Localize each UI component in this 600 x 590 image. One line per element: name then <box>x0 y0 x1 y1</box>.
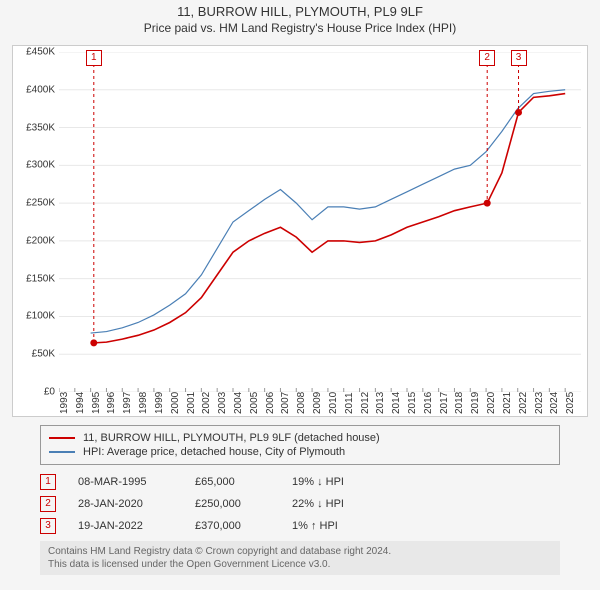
y-tick-label: £300K <box>26 160 55 171</box>
x-tick-label: 2025 <box>565 392 591 414</box>
footer-attribution: Contains HM Land Registry data © Crown c… <box>40 541 560 575</box>
event-vs-hpi: 22% ↓ HPI <box>292 498 382 510</box>
series-hpi <box>91 90 566 333</box>
chart-area: £0 £50K £100K £150K £200K £250K £300K £350K £400… <box>12 45 588 417</box>
chart-container: 11, BURROW HILL, PLYMOUTH, PL9 9LF Price… <box>0 0 600 590</box>
y-axis: £0£50K£100K£150K£200K£250K£300K£350K£400… <box>13 52 59 392</box>
y-tick-label: £450K <box>26 47 55 58</box>
y-tick-label: £0 <box>44 387 55 398</box>
event-date: 19-JAN-2022 <box>78 520 173 532</box>
chart-title: 11, BURROW HILL, PLYMOUTH, PL9 9LF <box>0 0 600 19</box>
event-row: 1 08-MAR-1995 £65,000 19% ↓ HPI <box>40 471 560 493</box>
event-table: 1 08-MAR-1995 £65,000 19% ↓ HPI 2 28-JAN-2020… <box>40 471 560 537</box>
legend: 11, BURROW HILL, PLYMOUTH, PL9 9LF (deta… <box>40 425 560 465</box>
series-price_paid <box>94 94 565 343</box>
y-tick-label: £400K <box>26 84 55 95</box>
event-index: 2 <box>40 496 56 512</box>
y-tick-label: £100K <box>26 311 55 322</box>
footer-line: Contains HM Land Registry data © Crown c… <box>48 545 552 558</box>
footer-line: This data is licensed under the Open Gov… <box>48 558 552 571</box>
event-date: 28-JAN-2020 <box>78 498 173 510</box>
legend-item-price-paid: 11, BURROW HILL, PLYMOUTH, PL9 9LF (deta… <box>49 431 551 445</box>
event-row: 2 28-JAN-2020 £250,000 22% ↓ HPI <box>40 493 560 515</box>
event-index: 1 <box>40 474 56 490</box>
event-marker-2: 2 <box>479 50 495 66</box>
event-marker-1: 1 <box>86 50 102 66</box>
event-date: 08-MAR-1995 <box>78 476 173 488</box>
y-tick-label: £50K <box>32 349 55 360</box>
event-vs-hpi: 1% ↑ HPI <box>292 520 382 532</box>
legend-label: HPI: Average price, detached house, City… <box>83 446 345 458</box>
event-price: £370,000 <box>195 520 270 532</box>
legend-swatch <box>49 437 75 439</box>
chart-subtitle: Price paid vs. HM Land Registry's House … <box>0 19 600 35</box>
plot-region: 1 23 <box>59 52 581 392</box>
x-axis: 1993199419951996199719981999200020012002… <box>59 392 581 416</box>
event-index: 3 <box>40 518 56 534</box>
legend-swatch <box>49 451 75 453</box>
legend-item-hpi: HPI: Average price, detached house, City… <box>49 445 551 459</box>
event-price: £65,000 <box>195 476 270 488</box>
legend-label: 11, BURROW HILL, PLYMOUTH, PL9 9LF (deta… <box>83 432 380 444</box>
event-vs-hpi: 19% ↓ HPI <box>292 476 382 488</box>
y-tick-label: £350K <box>26 122 55 133</box>
event-marker-3: 3 <box>511 50 527 66</box>
y-tick-label: £250K <box>26 198 55 209</box>
event-price: £250,000 <box>195 498 270 510</box>
y-tick-label: £200K <box>26 235 55 246</box>
event-row: 3 19-JAN-2022 £370,000 1% ↑ HPI <box>40 515 560 537</box>
y-tick-label: £150K <box>26 273 55 284</box>
